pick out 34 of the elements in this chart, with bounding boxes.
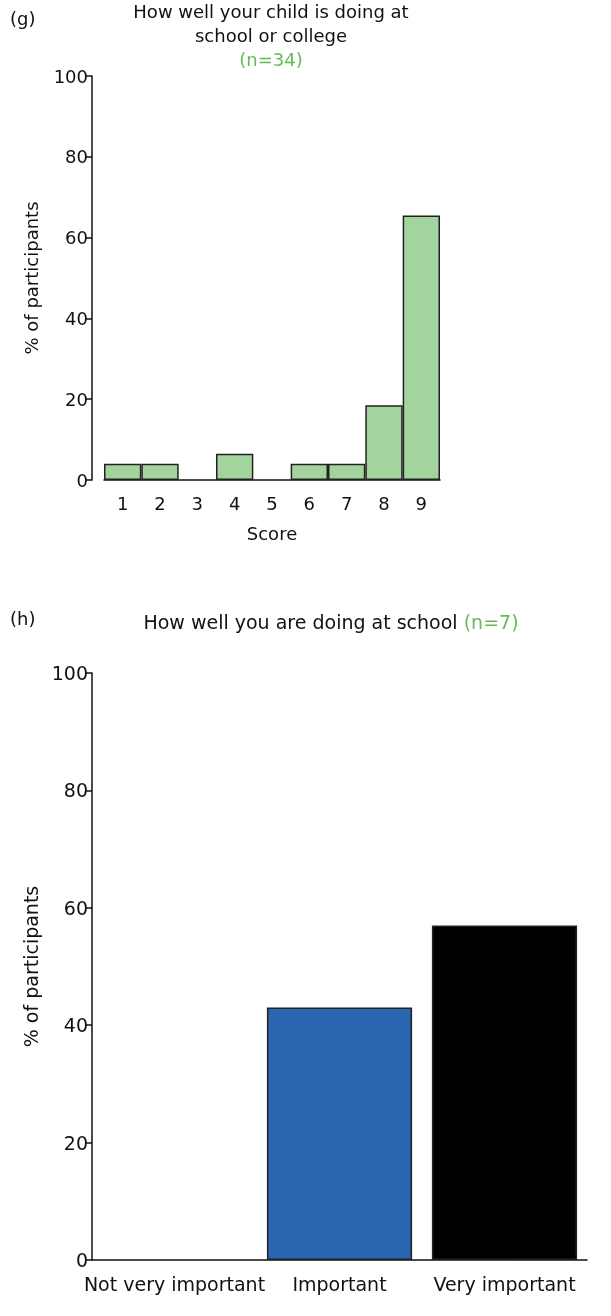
x-tick-label: Very important bbox=[433, 1272, 576, 1295]
x-tick-label: 6 bbox=[303, 492, 316, 514]
x-tick-label: Not very important bbox=[83, 1272, 266, 1295]
y-tick-label: 20 bbox=[63, 1131, 88, 1154]
y-tick-label: 60 bbox=[63, 896, 88, 919]
x-tick-label: 4 bbox=[228, 492, 241, 514]
y-tick-label: 40 bbox=[63, 1014, 88, 1037]
x-tick-label: 9 bbox=[415, 492, 428, 514]
text: (g) bbox=[10, 7, 36, 31]
chart-subtitle: (n=34) bbox=[239, 49, 303, 70]
y-axis-title: % of participants bbox=[20, 201, 42, 355]
x-tick-label: 5 bbox=[266, 492, 278, 514]
y-tick-label: 100 bbox=[53, 65, 88, 87]
x-tick-label: 3 bbox=[191, 492, 204, 514]
chart-title: How well you are doing at school bbox=[143, 611, 458, 633]
chart-subtitle: (n=7) bbox=[463, 611, 519, 633]
x-tick-label: 8 bbox=[378, 492, 390, 514]
y-tick-label: 60 bbox=[65, 227, 88, 249]
x-tick-label: 2 bbox=[154, 492, 166, 514]
x-tick-label: 7 bbox=[340, 492, 353, 514]
bar bbox=[216, 453, 254, 480]
x-tick-label: Important bbox=[292, 1272, 387, 1295]
y-axis-title: % of participants bbox=[19, 885, 42, 1048]
y-tick-label: 80 bbox=[63, 779, 88, 802]
x-tick-label: 1 bbox=[116, 492, 129, 514]
y-tick-label: 0 bbox=[76, 469, 88, 491]
chart-title: How well your child is doing at school or college bbox=[133, 1, 409, 46]
x-axis-title: Score bbox=[246, 522, 298, 544]
y-tick-label: 20 bbox=[65, 388, 88, 410]
y-tick-label: 100 bbox=[51, 662, 88, 684]
y-tick-label: 40 bbox=[65, 307, 88, 329]
y-tick-label: 0 bbox=[75, 1249, 88, 1271]
y-tick-label: 80 bbox=[65, 146, 88, 168]
text: (h) bbox=[10, 607, 36, 631]
